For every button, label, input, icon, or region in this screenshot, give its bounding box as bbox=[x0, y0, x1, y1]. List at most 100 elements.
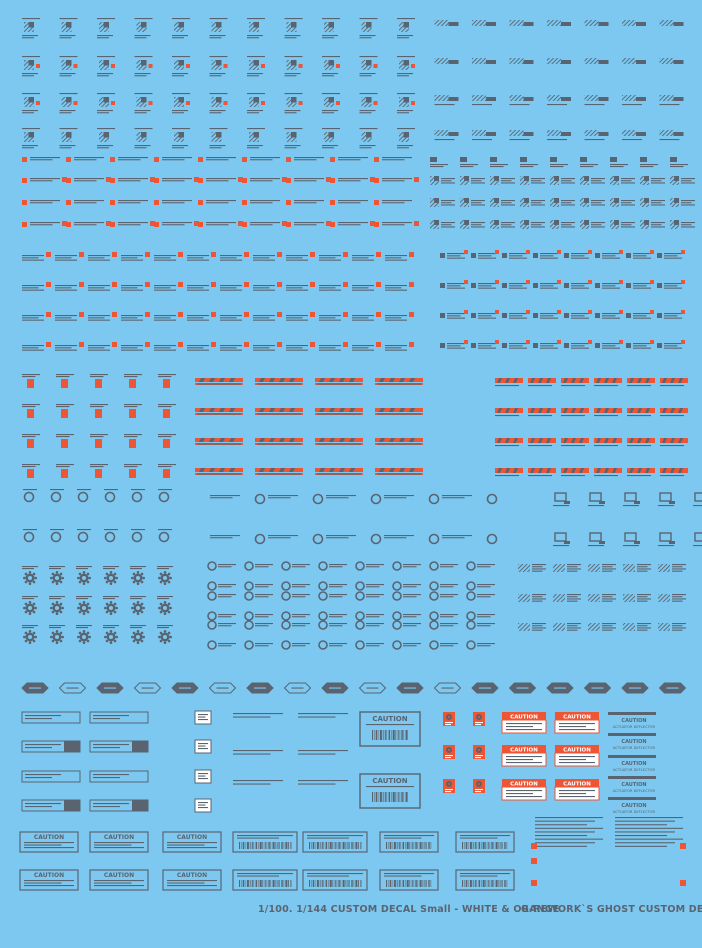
hatched-square-icon bbox=[99, 60, 109, 70]
text-strip bbox=[97, 35, 113, 39]
hatched-block bbox=[509, 95, 524, 101]
text-strip bbox=[76, 625, 92, 629]
text-strip bbox=[247, 145, 263, 149]
text-strip bbox=[478, 253, 496, 259]
hatched-square-icon bbox=[399, 132, 409, 142]
text-strip bbox=[509, 104, 530, 106]
caution-plate-small: CAUTION bbox=[89, 831, 149, 853]
text-strip bbox=[255, 594, 273, 598]
text-strip bbox=[284, 73, 301, 77]
caution-label: CAUTION bbox=[372, 777, 407, 785]
text-strip bbox=[547, 139, 567, 141]
hatched-square-icon bbox=[610, 220, 619, 229]
text-strip bbox=[664, 343, 682, 349]
text-strip bbox=[322, 128, 340, 130]
text-strip bbox=[22, 110, 38, 114]
orange-square-icon bbox=[326, 177, 331, 182]
circle-ring-icon bbox=[429, 591, 439, 601]
circle-ring-icon bbox=[392, 620, 402, 630]
orange-square-icon bbox=[376, 282, 381, 287]
orange-square-icon bbox=[282, 177, 287, 182]
label-plate bbox=[21, 799, 81, 812]
orange-square-icon bbox=[286, 178, 291, 183]
hatched-block bbox=[588, 594, 600, 602]
arrow-tag-icon bbox=[508, 682, 537, 694]
text-strip bbox=[206, 222, 236, 226]
orange-square-icon bbox=[238, 221, 243, 226]
caution-label: CAUTION bbox=[563, 748, 591, 754]
orange-square-icon bbox=[680, 880, 686, 886]
caution-label: CAUTION bbox=[34, 834, 64, 841]
striped-mini-banner bbox=[660, 438, 688, 447]
orange-square-icon bbox=[112, 282, 117, 287]
gray-bar bbox=[670, 157, 677, 162]
text-strip bbox=[440, 623, 458, 627]
orange-square-icon bbox=[178, 282, 183, 287]
hatched-square-icon bbox=[490, 220, 499, 229]
hatched-block bbox=[658, 594, 670, 602]
orange-square-icon bbox=[66, 222, 71, 227]
hatched-block bbox=[547, 95, 561, 101]
hatched-block bbox=[547, 20, 561, 26]
text-strip bbox=[22, 404, 40, 408]
orange-square-icon bbox=[298, 101, 303, 105]
orange-square-icon bbox=[211, 342, 216, 347]
orange-square-icon bbox=[110, 178, 115, 183]
text-strip bbox=[651, 200, 665, 206]
circle-ring-icon bbox=[244, 640, 254, 650]
hatched-block bbox=[658, 623, 670, 631]
orange-square-icon bbox=[261, 101, 265, 105]
gray-bar bbox=[486, 132, 496, 136]
orange-square-icon bbox=[244, 252, 249, 257]
orange-square-icon bbox=[223, 101, 228, 105]
orange-block bbox=[27, 439, 34, 448]
orange-square-icon bbox=[374, 157, 379, 162]
text-strip bbox=[124, 464, 142, 468]
caution-label: CAUTION bbox=[563, 715, 591, 721]
hatched-square-icon bbox=[61, 132, 72, 142]
text-strip bbox=[397, 128, 415, 130]
hatched-square-icon bbox=[361, 132, 372, 142]
circle-ring-icon bbox=[355, 640, 365, 650]
text-strip bbox=[672, 564, 686, 572]
arrow-tag-icon bbox=[283, 682, 312, 694]
orange-square-icon bbox=[106, 177, 111, 182]
orange-square-icon bbox=[336, 101, 340, 105]
circle-ring-icon bbox=[281, 561, 291, 571]
gray-bar bbox=[448, 97, 459, 101]
text-strip bbox=[22, 315, 44, 321]
circle-ring-icon bbox=[466, 561, 476, 571]
orange-square-icon bbox=[73, 101, 78, 105]
text-strip bbox=[284, 35, 301, 39]
monitor-icon bbox=[588, 492, 605, 507]
text-strip bbox=[97, 93, 115, 95]
text-strip bbox=[210, 535, 240, 539]
small-white-label bbox=[194, 739, 212, 754]
text-strip bbox=[255, 614, 273, 618]
orange-square-icon bbox=[588, 310, 592, 314]
orange-square-icon bbox=[111, 64, 115, 68]
text-strip bbox=[385, 285, 407, 291]
orange-square-icon bbox=[374, 222, 379, 227]
hatched-block bbox=[623, 594, 635, 602]
hatched-square-icon bbox=[580, 220, 589, 229]
orange-caution-label: CAUTION bbox=[501, 712, 547, 734]
orange-square-icon bbox=[198, 222, 203, 227]
text-strip bbox=[172, 73, 188, 77]
gray-bar bbox=[448, 22, 459, 26]
hatched-square-icon bbox=[61, 97, 72, 107]
striped-mini-banner bbox=[495, 468, 523, 477]
text-strip bbox=[134, 93, 153, 95]
monitor-icon bbox=[623, 492, 640, 507]
text-strip bbox=[319, 285, 341, 291]
orange-square-icon bbox=[619, 340, 623, 344]
hatched-block bbox=[623, 564, 635, 572]
text-strip bbox=[158, 529, 172, 531]
text-strip bbox=[131, 489, 145, 491]
text-strip bbox=[403, 623, 421, 627]
striped-mini-banner bbox=[495, 438, 523, 447]
circle-ring-icon bbox=[207, 640, 217, 650]
label-plate bbox=[89, 740, 149, 753]
text-strip bbox=[253, 255, 275, 261]
